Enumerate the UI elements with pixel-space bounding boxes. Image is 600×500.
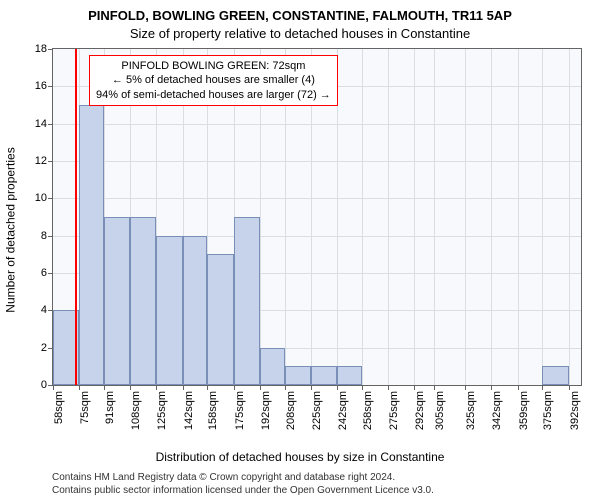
histogram-bar bbox=[311, 366, 337, 385]
gridline-v bbox=[465, 49, 466, 385]
y-tick-label: 8 bbox=[41, 230, 47, 242]
info-box-line2: ← 5% of detached houses are smaller (4) bbox=[96, 73, 331, 87]
x-tick-mark bbox=[465, 385, 466, 390]
x-tick-mark bbox=[362, 385, 363, 390]
y-tick-mark bbox=[48, 86, 53, 87]
y-tick-mark bbox=[48, 273, 53, 274]
histogram-bar bbox=[337, 366, 362, 385]
y-tick-label: 14 bbox=[35, 118, 47, 130]
x-tick-mark bbox=[569, 385, 570, 390]
histogram-bar bbox=[104, 217, 130, 385]
title-address: PINFOLD, BOWLING GREEN, CONSTANTINE, FAL… bbox=[0, 8, 600, 23]
gridline-h bbox=[53, 198, 581, 199]
info-box-line1: PINFOLD BOWLING GREEN: 72sqm bbox=[96, 59, 331, 73]
gridline-h bbox=[53, 161, 581, 162]
gridline-v bbox=[434, 49, 435, 385]
x-tick-label: 58sqm bbox=[53, 391, 65, 424]
x-tick-label: 125sqm bbox=[156, 391, 168, 430]
x-tick-label: 208sqm bbox=[285, 391, 297, 430]
histogram-bar bbox=[285, 366, 311, 385]
histogram-bar bbox=[207, 254, 233, 385]
x-tick-label: 225sqm bbox=[311, 391, 323, 430]
histogram-bar bbox=[183, 236, 208, 385]
y-tick-label: 6 bbox=[41, 267, 47, 279]
x-tick-mark bbox=[311, 385, 312, 390]
x-axis-label: Distribution of detached houses by size … bbox=[0, 450, 600, 464]
y-tick-label: 18 bbox=[35, 43, 47, 55]
attribution: Contains HM Land Registry data © Crown c… bbox=[52, 472, 590, 497]
x-tick-label: 158sqm bbox=[207, 391, 219, 430]
x-tick-label: 275sqm bbox=[388, 391, 400, 430]
marker-info-box: PINFOLD BOWLING GREEN: 72sqm ← 5% of det… bbox=[89, 55, 338, 106]
y-tick-mark bbox=[48, 124, 53, 125]
histogram-bar bbox=[156, 236, 182, 385]
x-tick-label: 292sqm bbox=[414, 391, 426, 430]
x-tick-mark bbox=[130, 385, 131, 390]
x-tick-mark bbox=[260, 385, 261, 390]
x-tick-mark bbox=[388, 385, 389, 390]
gridline-v bbox=[362, 49, 363, 385]
y-tick-label: 2 bbox=[41, 342, 47, 354]
plot-area: 02468101214161858sqm75sqm91sqm108sqm125s… bbox=[52, 48, 582, 386]
marker-line bbox=[75, 49, 77, 385]
y-tick-mark bbox=[48, 161, 53, 162]
x-tick-label: 192sqm bbox=[260, 391, 272, 430]
histogram-bar bbox=[234, 217, 260, 385]
x-tick-mark bbox=[285, 385, 286, 390]
x-tick-mark bbox=[414, 385, 415, 390]
y-tick-label: 0 bbox=[41, 379, 47, 391]
x-tick-mark bbox=[183, 385, 184, 390]
y-tick-label: 16 bbox=[35, 80, 47, 92]
y-tick-mark bbox=[48, 198, 53, 199]
x-tick-label: 175sqm bbox=[234, 391, 246, 430]
gridline-v bbox=[542, 49, 543, 385]
x-tick-label: 75sqm bbox=[79, 391, 91, 424]
x-tick-label: 142sqm bbox=[183, 391, 195, 430]
y-tick-mark bbox=[48, 236, 53, 237]
x-tick-label: 359sqm bbox=[518, 391, 530, 430]
x-tick-label: 305sqm bbox=[434, 391, 446, 430]
histogram-bar bbox=[130, 217, 156, 385]
y-tick-label: 12 bbox=[35, 155, 47, 167]
x-tick-label: 91sqm bbox=[104, 391, 116, 424]
x-tick-mark bbox=[156, 385, 157, 390]
x-tick-mark bbox=[53, 385, 54, 390]
y-tick-mark bbox=[48, 49, 53, 50]
x-tick-label: 392sqm bbox=[569, 391, 581, 430]
gridline-h bbox=[53, 124, 581, 125]
x-tick-mark bbox=[207, 385, 208, 390]
x-tick-mark bbox=[337, 385, 338, 390]
title-subtitle: Size of property relative to detached ho… bbox=[0, 26, 600, 41]
y-tick-label: 4 bbox=[41, 304, 47, 316]
x-tick-mark bbox=[542, 385, 543, 390]
x-tick-label: 375sqm bbox=[542, 391, 554, 430]
histogram-bar bbox=[260, 348, 285, 385]
x-tick-label: 342sqm bbox=[491, 391, 503, 430]
gridline-v bbox=[414, 49, 415, 385]
histogram-bar bbox=[542, 366, 568, 385]
y-tick-label: 10 bbox=[35, 192, 47, 204]
x-tick-mark bbox=[79, 385, 80, 390]
x-tick-label: 108sqm bbox=[130, 391, 142, 430]
x-tick-label: 325sqm bbox=[465, 391, 477, 430]
y-axis-label: Number of detached properties bbox=[2, 60, 20, 400]
gridline-v bbox=[518, 49, 519, 385]
x-tick-mark bbox=[434, 385, 435, 390]
x-tick-mark bbox=[518, 385, 519, 390]
chart-container: PINFOLD, BOWLING GREEN, CONSTANTINE, FAL… bbox=[0, 0, 600, 500]
x-tick-mark bbox=[104, 385, 105, 390]
x-tick-label: 242sqm bbox=[337, 391, 349, 430]
attribution-line1: Contains HM Land Registry data © Crown c… bbox=[52, 472, 590, 485]
gridline-v bbox=[388, 49, 389, 385]
histogram-bar bbox=[79, 105, 104, 385]
x-tick-mark bbox=[234, 385, 235, 390]
gridline-v bbox=[569, 49, 570, 385]
x-tick-label: 258sqm bbox=[362, 391, 374, 430]
x-tick-mark bbox=[491, 385, 492, 390]
attribution-line2: Contains public sector information licen… bbox=[52, 485, 590, 498]
info-box-line3: 94% of semi-detached houses are larger (… bbox=[96, 88, 331, 102]
gridline-v bbox=[491, 49, 492, 385]
